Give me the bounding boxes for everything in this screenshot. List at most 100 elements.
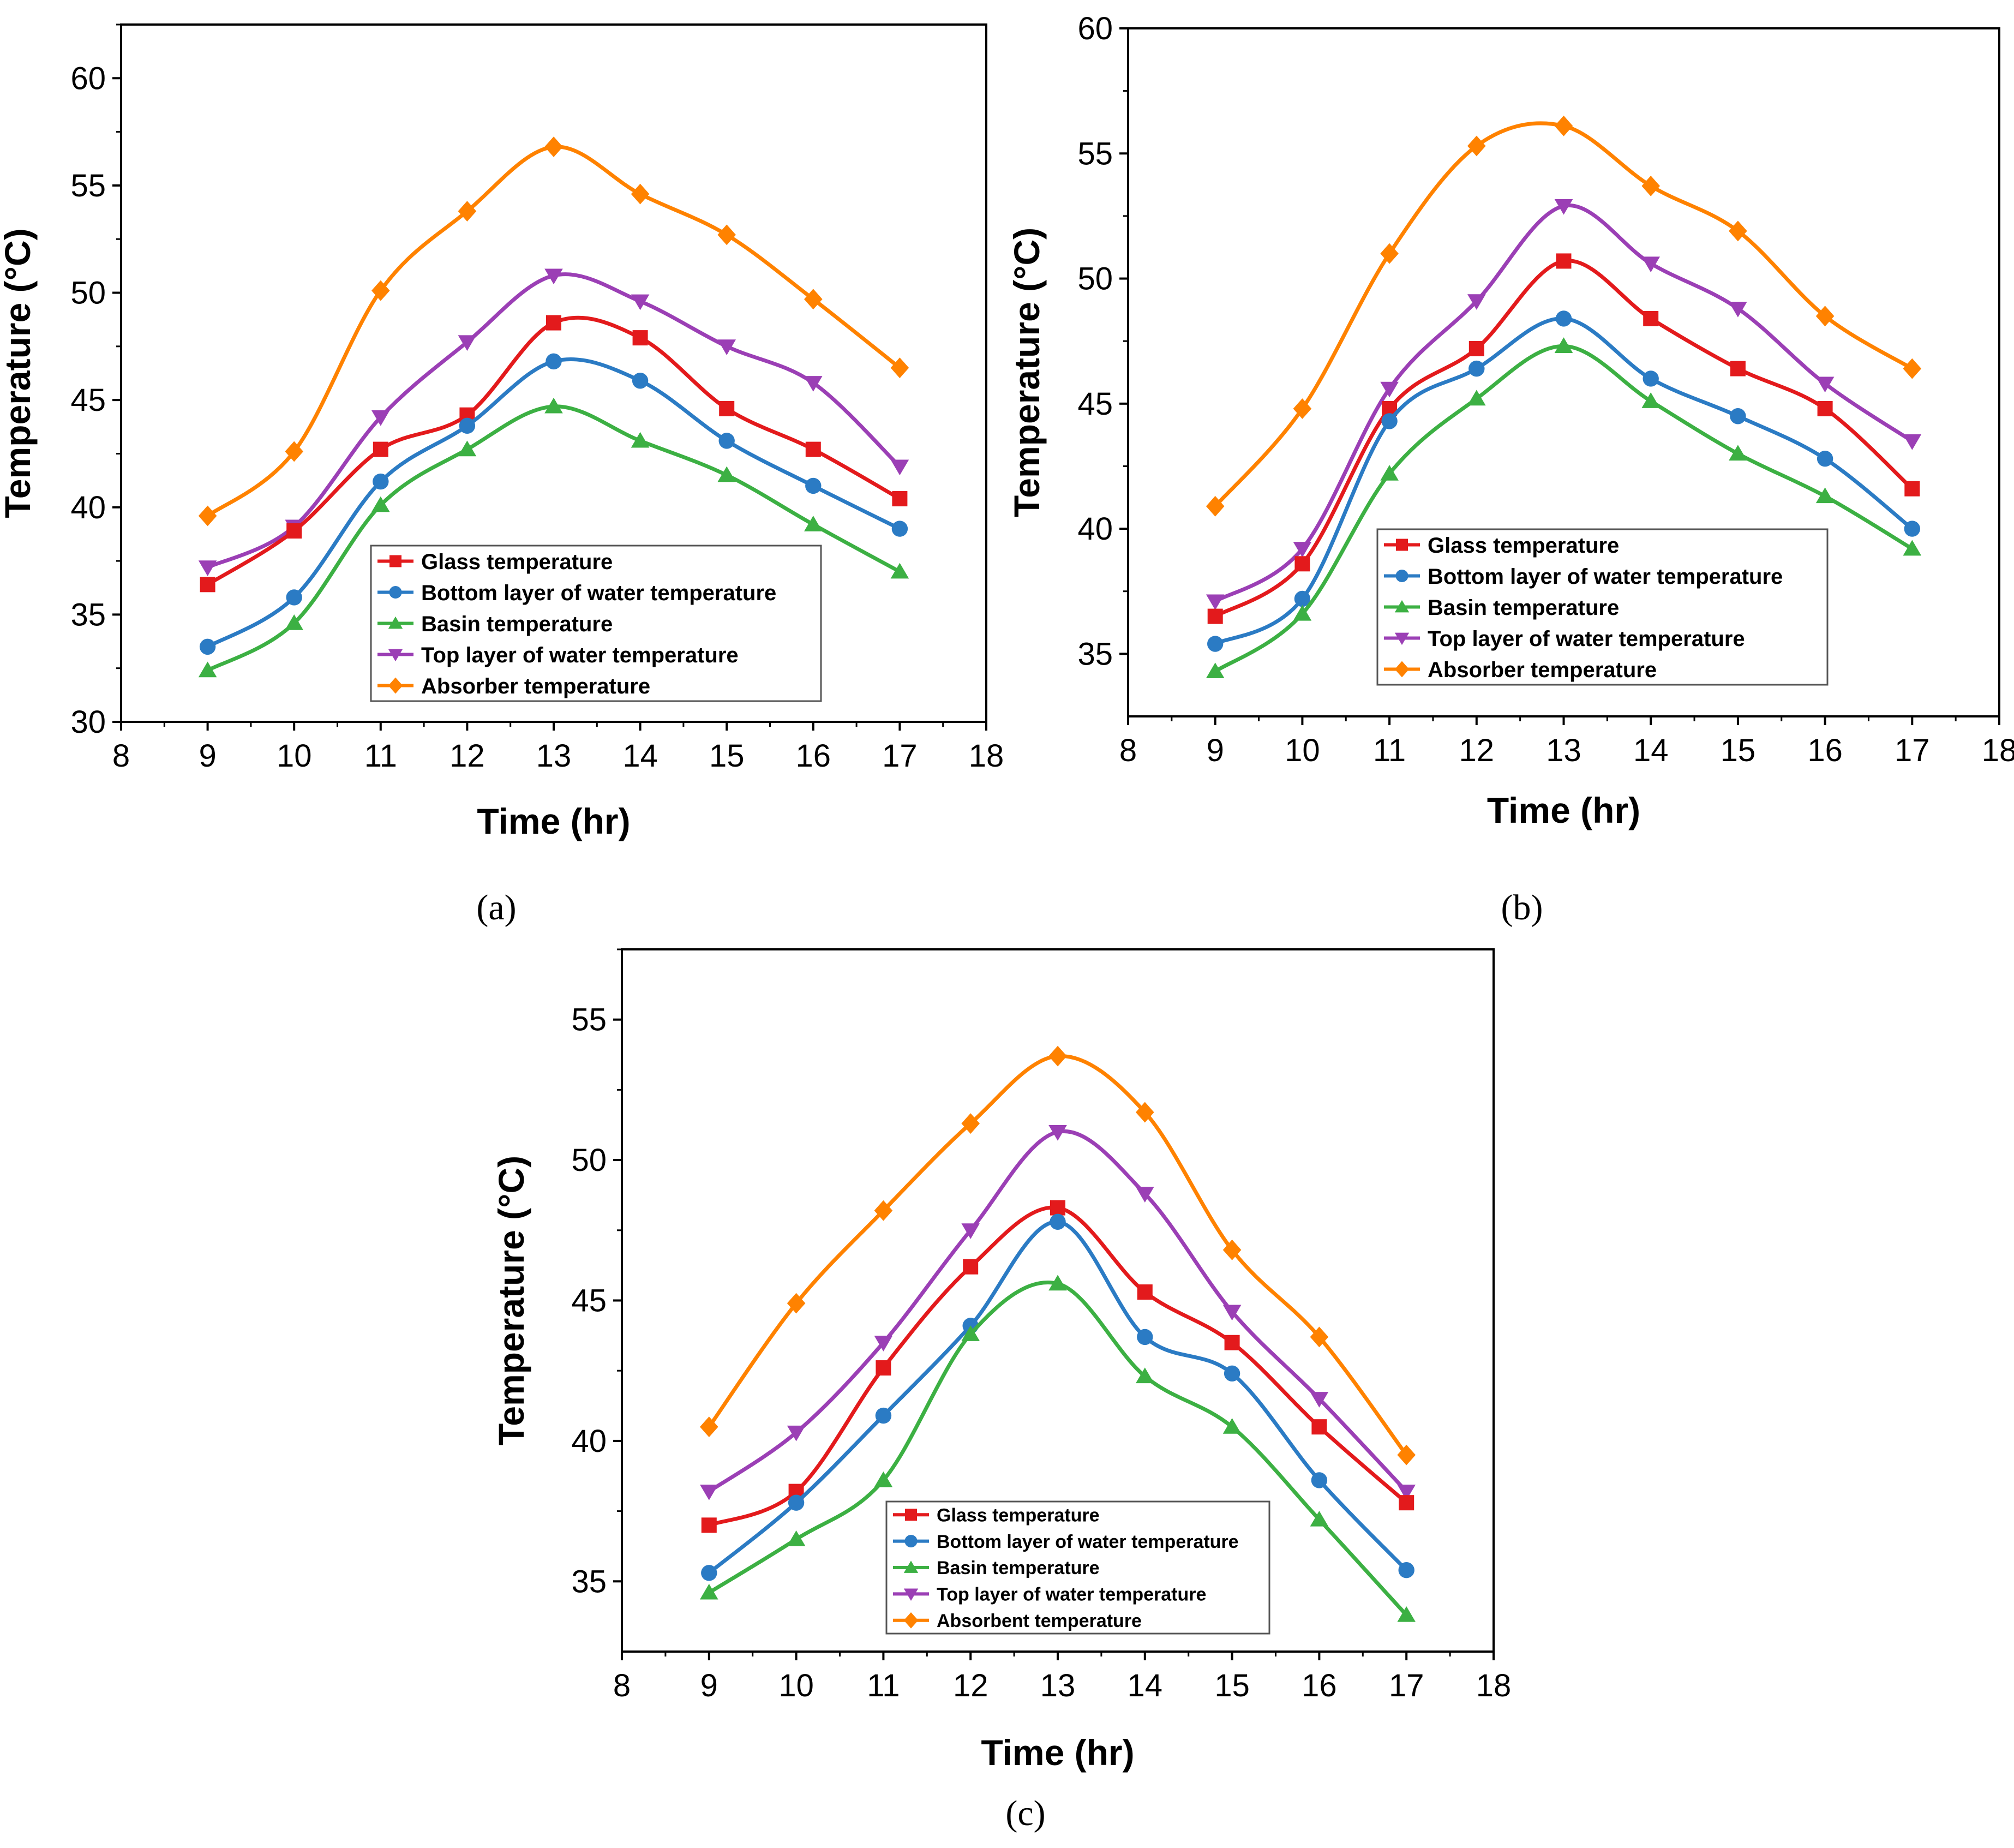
- data-point: [458, 440, 477, 457]
- panel-label: (b): [1501, 888, 1543, 928]
- legend-item: Basin temperature: [893, 1558, 1100, 1578]
- x-tick-label: 11: [364, 738, 397, 774]
- data-point: [1222, 1305, 1242, 1321]
- data-point: [718, 433, 735, 449]
- panel-label: (a): [476, 888, 516, 928]
- data-point: [199, 638, 216, 655]
- x-tick-label: 13: [536, 738, 572, 774]
- data-point: [1904, 521, 1920, 537]
- data-point: [1224, 1365, 1240, 1382]
- data-point: [804, 289, 823, 310]
- data-point: [701, 1565, 717, 1581]
- data-point: [1048, 1125, 1067, 1141]
- data-point: [1136, 1367, 1154, 1384]
- legend-swatch-marker: [389, 585, 402, 599]
- data-point: [1137, 1284, 1153, 1300]
- legend-swatch-marker: [904, 1535, 918, 1548]
- data-point: [1730, 408, 1746, 424]
- y-tick-label: 55: [571, 1002, 607, 1038]
- legend-item: Glass temperature: [893, 1505, 1100, 1526]
- y-tick-label: 60: [1077, 11, 1113, 46]
- series-bottom-layer-of-water-temperature: [199, 353, 908, 655]
- legend-item: Basin temperature: [377, 612, 613, 636]
- data-point: [1207, 636, 1224, 652]
- legend-swatch-marker: [388, 616, 403, 629]
- data-point: [544, 268, 563, 285]
- legend-item: Absorbent temperature: [893, 1611, 1142, 1631]
- legend-box: [370, 545, 822, 702]
- y-tick-label: 35: [571, 1564, 607, 1599]
- x-tick-label: 16: [1807, 733, 1843, 768]
- data-point: [1136, 1102, 1154, 1123]
- data-point: [1381, 413, 1398, 429]
- data-point: [1050, 1200, 1065, 1216]
- x-tick-label: 8: [112, 738, 130, 774]
- data-point: [546, 353, 562, 370]
- legend-swatch-marker: [1394, 632, 1410, 645]
- y-axis-label: Temperature (°C): [0, 228, 38, 518]
- series-line: [1214, 259, 1914, 618]
- data-point: [1729, 445, 1747, 461]
- series-line: [1214, 121, 1914, 508]
- data-point: [1554, 115, 1573, 136]
- y-tick-label: 30: [70, 704, 106, 740]
- data-point: [719, 400, 735, 416]
- data-point: [1398, 1562, 1414, 1578]
- data-point: [1467, 390, 1486, 406]
- series-bottom-layer-of-water-temperature: [701, 1213, 1414, 1581]
- legend-item: Top layer of water temperature: [893, 1584, 1206, 1605]
- legend-label: Absorbent temperature: [937, 1611, 1142, 1631]
- x-tick-label: 9: [199, 738, 216, 774]
- data-point: [371, 410, 390, 426]
- data-point: [890, 459, 909, 476]
- data-point: [1207, 608, 1223, 624]
- legend-label: Glass temperature: [421, 550, 613, 574]
- data-point: [1397, 1444, 1416, 1466]
- legend-label: Basin temperature: [937, 1558, 1100, 1578]
- data-point: [1050, 1213, 1066, 1230]
- data-point: [1206, 662, 1225, 679]
- x-tick-label: 15: [1721, 733, 1756, 768]
- y-tick-label: 35: [70, 597, 106, 632]
- series-absorber-temperature: [1206, 115, 1922, 517]
- panel-label: (c): [1005, 1793, 1045, 1833]
- legend-label: Glass temperature: [1428, 534, 1619, 558]
- x-tick-label: 12: [449, 738, 485, 774]
- data-point: [874, 1336, 893, 1351]
- data-point: [875, 1407, 892, 1424]
- x-tick-label: 13: [1040, 1668, 1076, 1703]
- legend-label: Absorber temperature: [421, 674, 650, 698]
- data-point: [1556, 253, 1572, 269]
- x-tick-label: 16: [796, 738, 831, 774]
- legend-box: [885, 1500, 1270, 1635]
- series-line: [1214, 344, 1914, 673]
- data-point: [1310, 1510, 1329, 1527]
- data-point: [1817, 450, 1833, 467]
- legend-swatch-marker: [1396, 539, 1408, 551]
- legend-swatch-marker: [389, 555, 401, 567]
- series-basin-temperature: [700, 1275, 1416, 1622]
- data-point: [963, 1259, 979, 1275]
- x-tick-label: 16: [1302, 1668, 1337, 1703]
- data-point: [1397, 1606, 1416, 1622]
- legend-item: Absorber temperature: [377, 674, 650, 698]
- x-tick-label: 11: [1373, 733, 1406, 768]
- data-point: [1293, 398, 1312, 419]
- data-point: [892, 491, 908, 507]
- legend-item: Glass temperature: [377, 550, 613, 574]
- legend-swatch-marker: [1394, 600, 1410, 613]
- x-tick-label: 12: [1459, 733, 1495, 768]
- legend-item: Absorber temperature: [1384, 658, 1657, 682]
- data-point: [717, 339, 736, 355]
- data-point: [1643, 370, 1659, 387]
- data-point: [198, 560, 217, 576]
- data-point: [1311, 1472, 1328, 1488]
- data-point: [631, 183, 650, 205]
- legend-swatch-marker: [388, 677, 403, 694]
- data-point: [804, 516, 823, 531]
- x-tick-label: 12: [953, 1668, 988, 1703]
- x-tick-label: 18: [1982, 733, 2014, 768]
- data-point: [874, 1200, 893, 1221]
- data-point: [700, 1484, 718, 1500]
